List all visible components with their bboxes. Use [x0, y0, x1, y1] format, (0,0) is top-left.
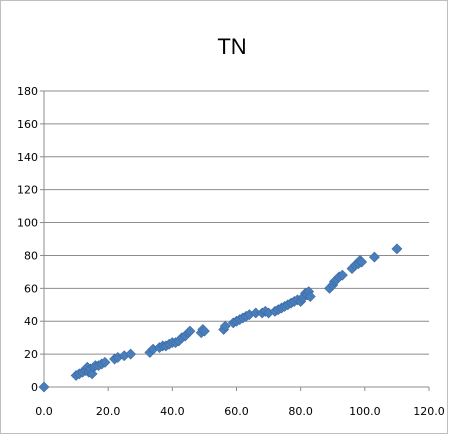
- data-point: [198, 325, 210, 337]
- data-point: [369, 251, 380, 263]
- chart-title: TN: [217, 34, 246, 59]
- y-tick-label: 100: [17, 217, 38, 230]
- x-tick-label: 40.0: [160, 405, 185, 418]
- x-tick-label: 120.0: [413, 405, 445, 418]
- y-tick-label: 180: [17, 85, 38, 98]
- data-point: [184, 325, 196, 337]
- x-tick-label: 20.0: [96, 405, 121, 418]
- axes: [40, 90, 430, 391]
- data-point: [304, 291, 316, 302]
- x-tick-label: 100.0: [349, 405, 381, 418]
- data-point: [391, 243, 403, 255]
- y-tick-label: 20: [24, 348, 38, 361]
- y-tick-label: 40: [24, 315, 38, 328]
- data-point: [38, 381, 50, 393]
- y-tick-labels: 0 20 40 60 80 100 120 140 160 180: [17, 85, 38, 394]
- data-point: [99, 356, 111, 368]
- x-tick-label: 60.0: [224, 405, 249, 418]
- y-tick-label: 140: [17, 151, 38, 164]
- y-tick-label: 160: [17, 118, 38, 131]
- data-point: [219, 320, 231, 332]
- data-points: [38, 243, 403, 393]
- x-tick-label: 0.0: [35, 405, 53, 418]
- data-point: [125, 348, 137, 360]
- y-tick-label: 80: [24, 249, 38, 262]
- gridlines: [44, 90, 429, 355]
- y-tick-label: 120: [17, 184, 38, 197]
- y-tick-label: 60: [24, 282, 38, 295]
- data-point: [336, 269, 348, 281]
- data-point: [86, 368, 98, 380]
- x-tick-labels: 0.0 20.0 40.0 60.0 80.0 100.0 120.0: [35, 405, 445, 418]
- data-point: [356, 256, 368, 268]
- y-tick-label: 0: [31, 381, 38, 394]
- x-tick-label: 80.0: [288, 405, 313, 418]
